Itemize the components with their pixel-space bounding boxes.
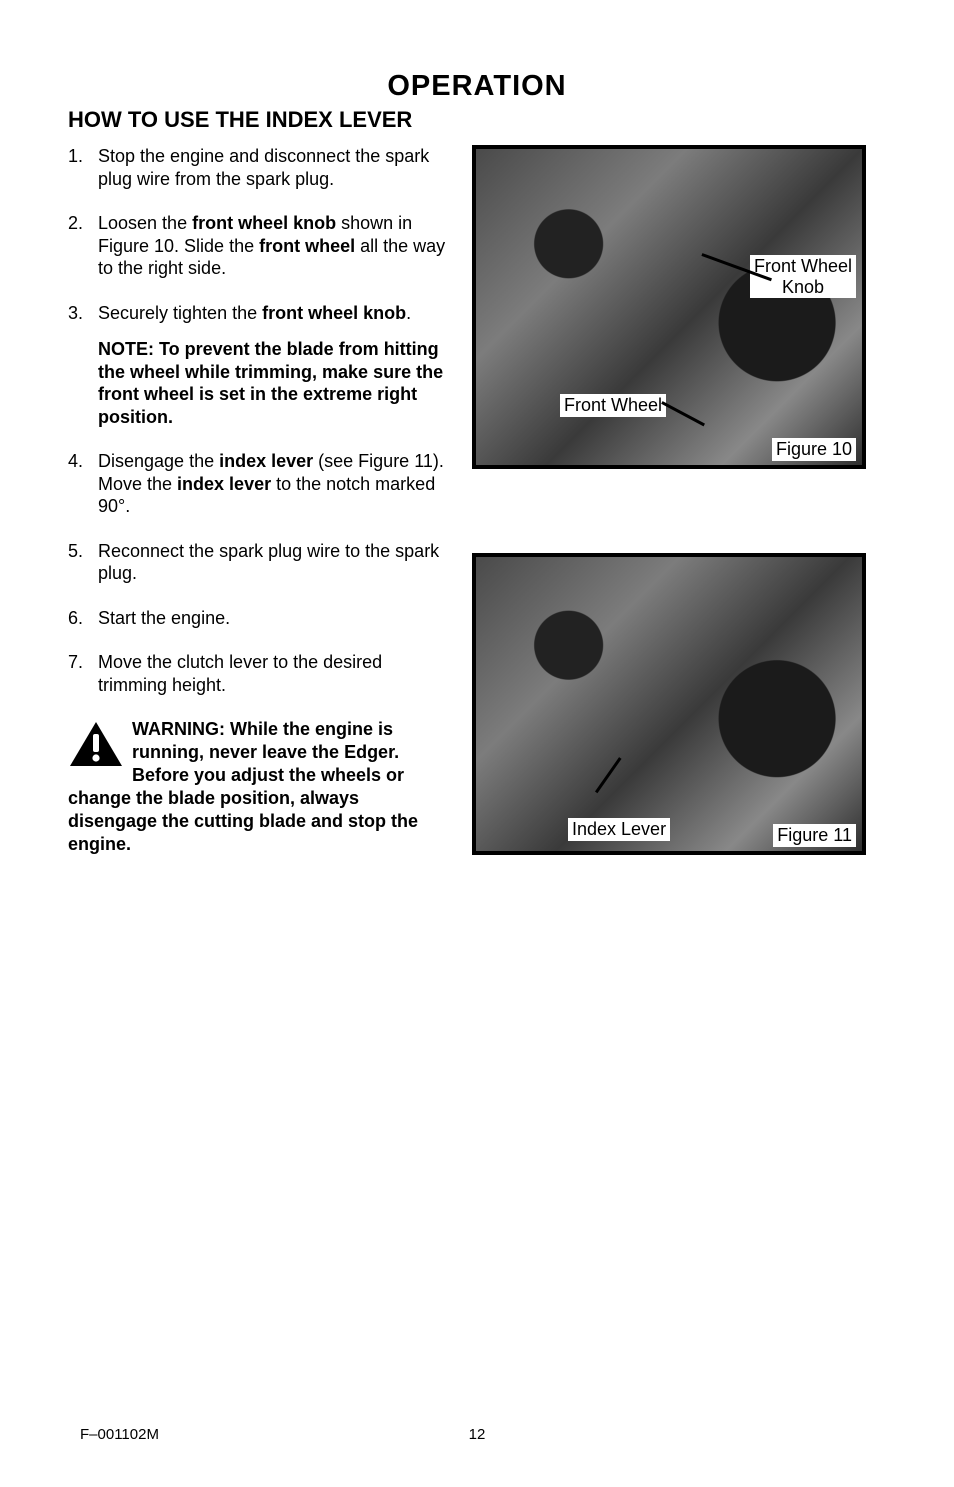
step-4-bold-b: index lever (219, 451, 313, 471)
content-wrap: Stop the engine and disconnect the spark… (68, 145, 886, 856)
figure-10-photo (476, 149, 862, 465)
step-2-bold-d: front wheel (259, 236, 355, 256)
figure-11-caption: Figure 11 (773, 824, 856, 847)
step-3-text-a: Securely tighten the (98, 303, 262, 323)
figure-11-photo (476, 557, 862, 851)
step-4-bold-d: index lever (177, 474, 271, 494)
warning-block: WARNING: While the engine is running, ne… (68, 718, 446, 856)
step-7: Move the clutch lever to the desired tri… (68, 651, 446, 696)
step-3-bold-b: front wheel knob (262, 303, 406, 323)
right-column: Front WheelKnob Front Wheel Figure 10 In… (472, 145, 886, 856)
figure-10-wheel-label: Front Wheel (560, 394, 666, 417)
step-2: Loosen the front wheel knob shown in Fig… (68, 212, 446, 280)
step-3: Securely tighten the front wheel knob. N… (68, 302, 446, 429)
warning-icon (68, 720, 124, 768)
page-title: OPERATION (68, 70, 886, 103)
figure-10-caption: Figure 10 (772, 438, 856, 461)
step-3-text-c: . (406, 303, 411, 323)
step-4: Disengage the index lever (see Figure 11… (68, 450, 446, 518)
step-3-note: NOTE: To prevent the blade from hitting … (98, 338, 446, 428)
left-column: Stop the engine and disconnect the spark… (68, 145, 446, 856)
step-2-text-a: Loosen the (98, 213, 192, 233)
step-6: Start the engine. (68, 607, 446, 630)
step-1: Stop the engine and disconnect the spark… (68, 145, 446, 190)
step-5: Reconnect the spark plug wire to the spa… (68, 540, 446, 585)
figure-10: Front WheelKnob Front Wheel Figure 10 (472, 145, 866, 469)
section-title: HOW TO USE THE INDEX LEVER (68, 107, 886, 133)
steps-list: Stop the engine and disconnect the spark… (68, 145, 446, 696)
page-number: 12 (0, 1426, 954, 1443)
step-2-bold-b: front wheel knob (192, 213, 336, 233)
step-4-text-a: Disengage the (98, 451, 219, 471)
figure-11: Index Lever Figure 11 (472, 553, 866, 855)
figure-11-lever-label: Index Lever (568, 818, 670, 841)
